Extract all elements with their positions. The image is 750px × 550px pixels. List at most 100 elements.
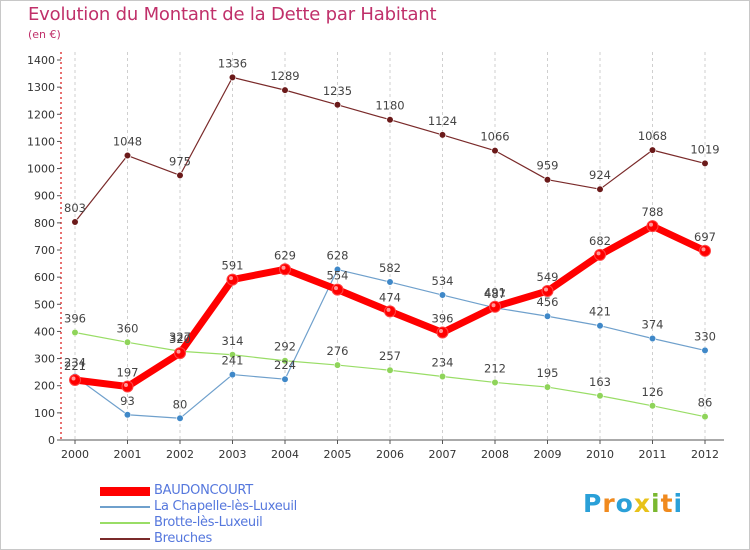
series — [69, 73, 711, 422]
data-label: 276 — [327, 344, 349, 358]
x-tick-label: 2008 — [481, 448, 509, 461]
axes: 0 100 200 300 400 500 600 700 800 900 1000 1100 1200… — [27, 52, 724, 461]
data-point — [333, 101, 342, 109]
legend-label: BAUDONCOURT — [154, 483, 253, 498]
data-label: 456 — [537, 295, 559, 309]
data-point — [281, 375, 289, 383]
data-label: 682 — [589, 234, 611, 248]
data-point — [648, 334, 657, 343]
data-point-highlight — [281, 265, 286, 270]
legend-swatch — [100, 522, 150, 524]
data-label: 396 — [64, 312, 86, 326]
data-point — [228, 351, 237, 359]
data-label: 234 — [64, 355, 86, 369]
data-label: 314 — [222, 334, 244, 348]
y-tick-label: 1300 — [27, 81, 55, 94]
data-label: 1289 — [270, 69, 299, 83]
data-point-highlight — [491, 303, 496, 308]
data-label: 924 — [589, 168, 611, 182]
data-point — [543, 383, 552, 391]
data-point — [69, 374, 81, 387]
legend-swatch — [100, 506, 150, 508]
y-tick-label: 100 — [34, 407, 55, 420]
data-point-highlight — [71, 376, 76, 381]
data-label: 330 — [694, 329, 716, 343]
data-label: 257 — [379, 349, 401, 363]
data-label: 1066 — [480, 130, 509, 144]
data-point — [438, 131, 447, 139]
data-label: 292 — [274, 340, 296, 354]
data-label: 374 — [642, 317, 664, 331]
data-point — [176, 414, 184, 422]
data-point — [543, 176, 552, 184]
data-label: 788 — [642, 205, 664, 219]
data-label: 93 — [120, 394, 135, 408]
data-point — [281, 357, 289, 365]
y-tick-label: 1400 — [27, 54, 55, 67]
logo-letter: i — [673, 489, 684, 518]
y-tick-label: 900 — [34, 190, 55, 203]
data-label: 628 — [327, 249, 349, 263]
data-label: 1048 — [113, 135, 142, 149]
logo-letter: o — [615, 489, 634, 518]
legend-label: Breuches — [154, 531, 212, 546]
y-tick-label: 800 — [34, 217, 55, 230]
data-point-highlight — [334, 286, 338, 291]
data-label: 1068 — [638, 129, 667, 143]
data-point — [648, 402, 657, 410]
data-point — [384, 305, 396, 318]
data-point-highlight — [124, 383, 128, 388]
chart-subtitle: (en €) — [28, 28, 61, 41]
data-point-highlight — [649, 222, 653, 227]
data-point — [699, 244, 711, 257]
data-label: 582 — [379, 261, 401, 275]
data-label: 491 — [484, 286, 506, 300]
data-label: 320 — [169, 332, 191, 346]
data-point-highlight — [701, 247, 706, 252]
data-point — [123, 411, 132, 419]
chart-title: Evolution du Montant de la Dette par Hab… — [28, 4, 437, 25]
data-label: 1235 — [323, 84, 352, 98]
data-label: 224 — [274, 358, 296, 372]
data-label: 1019 — [690, 142, 719, 156]
data-label: 163 — [589, 375, 611, 389]
data-label: 975 — [169, 154, 191, 168]
data-point — [174, 347, 186, 360]
data-label: 1124 — [428, 114, 457, 128]
data-label: 396 — [432, 312, 454, 326]
x-tick-label: 2000 — [61, 448, 89, 461]
logo-letter: r — [602, 489, 616, 518]
data-point — [71, 218, 79, 226]
logo-letter: i — [651, 489, 661, 518]
data-label: 195 — [537, 366, 559, 380]
data-labels: 803 1048 975 1336 1289 1235 1180 1124 1066 959 924… — [64, 56, 720, 411]
data-point — [701, 346, 709, 355]
x-tick-label: 2003 — [219, 448, 247, 461]
data-point-highlight — [596, 251, 601, 256]
y-tick-label: 500 — [34, 298, 55, 311]
data-point — [333, 361, 342, 369]
data-point — [386, 116, 394, 124]
data-label: 487 — [484, 287, 506, 301]
data-label: 221 — [64, 359, 86, 373]
data-label: 534 — [432, 274, 454, 288]
logo-letter: t — [660, 489, 674, 518]
data-label: 697 — [694, 230, 716, 244]
y-tick-label: 600 — [34, 271, 55, 284]
data-label: 591 — [222, 259, 244, 273]
data-label: 327 — [169, 330, 191, 344]
y-tick-label: 200 — [34, 380, 55, 393]
data-point — [596, 322, 604, 330]
data-label: 234 — [432, 355, 454, 369]
data-point — [386, 278, 394, 286]
y-tick-label: 400 — [34, 325, 55, 338]
data-point-highlight — [544, 287, 548, 292]
data-point — [489, 300, 501, 313]
data-label: 197 — [117, 366, 139, 380]
data-label: 474 — [379, 290, 401, 304]
data-point — [123, 151, 132, 160]
data-point-highlight — [386, 307, 391, 312]
data-point — [123, 338, 132, 346]
x-tick-label: 2004 — [271, 448, 299, 461]
